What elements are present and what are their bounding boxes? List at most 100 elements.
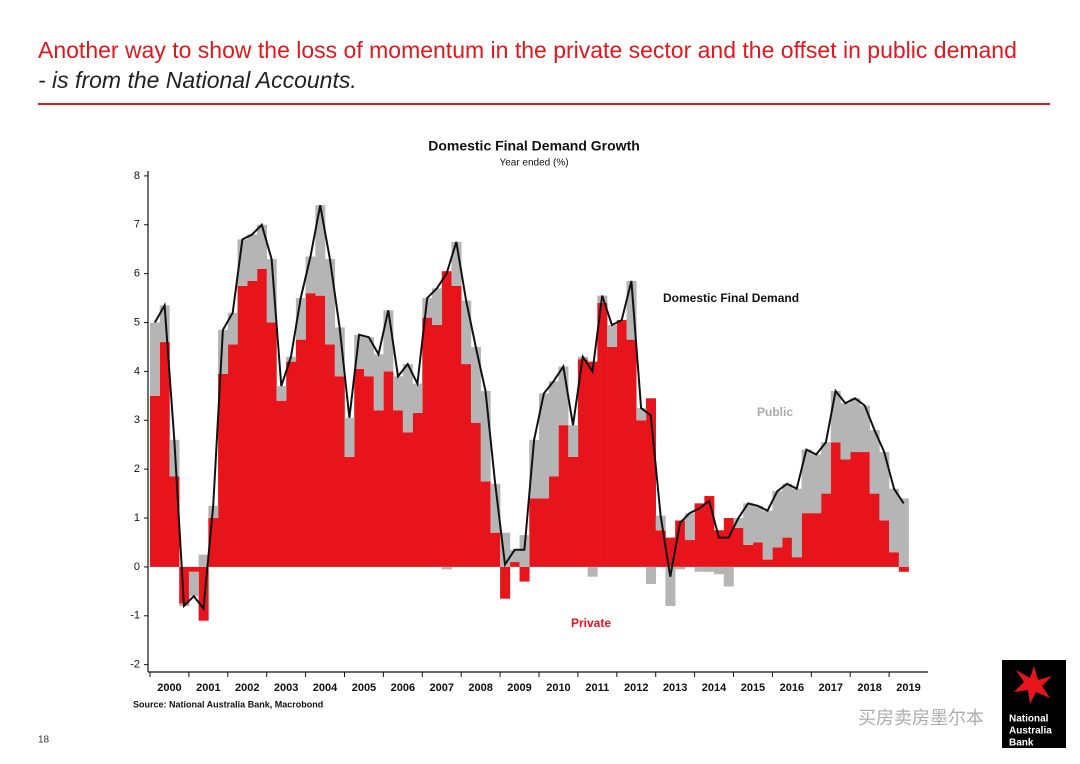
bar xyxy=(256,268,267,567)
x-tick-label: 2003 xyxy=(274,682,298,694)
bar xyxy=(334,376,345,567)
bar xyxy=(500,566,511,599)
bar xyxy=(295,298,306,340)
bar xyxy=(198,566,209,621)
bar xyxy=(480,390,491,482)
bar xyxy=(539,393,550,499)
page-number: 18 xyxy=(38,735,50,746)
bar xyxy=(198,554,209,567)
y-tick-label: -1 xyxy=(130,610,140,622)
bar xyxy=(490,483,501,533)
bar xyxy=(645,566,656,585)
bar xyxy=(558,425,569,567)
bar xyxy=(363,376,374,567)
bar xyxy=(879,452,890,521)
bar xyxy=(723,566,734,587)
bar xyxy=(412,412,423,567)
bar xyxy=(451,241,462,286)
y-tick-label: 4 xyxy=(134,365,140,377)
bar xyxy=(539,498,550,567)
bar xyxy=(432,288,443,325)
bar xyxy=(325,344,336,567)
bar xyxy=(684,513,695,541)
bar xyxy=(733,518,744,528)
bar xyxy=(898,566,909,572)
bar xyxy=(402,432,413,567)
bar xyxy=(276,386,287,401)
bar xyxy=(208,518,219,567)
logo-text: National xyxy=(1009,714,1049,725)
bar xyxy=(218,329,229,374)
bar xyxy=(859,452,870,567)
bar xyxy=(577,359,588,567)
series-label: Domestic Final Demand xyxy=(663,291,799,305)
bar xyxy=(636,408,647,421)
bar xyxy=(879,520,890,567)
y-tick-label: 0 xyxy=(134,561,140,573)
bar xyxy=(704,496,715,567)
bar xyxy=(150,322,161,396)
bar xyxy=(694,503,705,567)
bar xyxy=(315,205,326,296)
bar xyxy=(393,410,404,567)
bar xyxy=(519,535,530,567)
bar xyxy=(295,339,306,567)
bar xyxy=(266,322,277,567)
bar xyxy=(694,566,705,572)
x-tick-label: 2017 xyxy=(819,682,843,694)
bar xyxy=(704,566,715,572)
bar xyxy=(743,503,754,545)
y-tick-label: 8 xyxy=(134,170,140,182)
bar xyxy=(636,420,647,567)
bar xyxy=(587,566,598,577)
x-tick-label: 2013 xyxy=(663,682,687,694)
bar xyxy=(869,430,880,494)
y-tick-label: 2 xyxy=(134,463,140,475)
x-tick-label: 2011 xyxy=(585,682,609,694)
bar xyxy=(762,510,773,560)
x-tick-label: 2014 xyxy=(702,682,727,694)
bar xyxy=(607,346,618,567)
bar xyxy=(675,520,686,567)
bar xyxy=(791,488,802,558)
bar xyxy=(665,566,676,607)
bar xyxy=(393,376,404,411)
bar xyxy=(733,527,744,567)
series-label: Private xyxy=(571,616,611,630)
chart-source: Source: National Australia Bank, Macrobo… xyxy=(133,699,323,709)
x-tick-label: 2007 xyxy=(430,682,454,694)
bar xyxy=(626,339,637,567)
x-tick-label: 2005 xyxy=(352,682,376,694)
bar xyxy=(305,293,316,567)
bar xyxy=(325,258,336,345)
bar xyxy=(665,537,676,567)
bar xyxy=(529,498,540,567)
line xyxy=(154,205,905,612)
bar xyxy=(441,271,452,567)
bar xyxy=(840,459,851,567)
bar xyxy=(791,557,802,567)
y-tick-label: 3 xyxy=(134,414,140,426)
bar xyxy=(402,364,413,433)
x-tick-label: 2004 xyxy=(313,682,338,694)
bar xyxy=(373,354,384,411)
bar xyxy=(334,327,345,377)
bar xyxy=(286,361,297,567)
bar xyxy=(568,456,579,567)
bar xyxy=(315,295,326,567)
bar xyxy=(607,324,618,347)
bar xyxy=(762,559,773,567)
chart-title: Domestic Final Demand Growth xyxy=(428,138,640,154)
bar xyxy=(461,364,472,567)
bar xyxy=(509,562,520,567)
bar xyxy=(801,449,812,514)
bar xyxy=(811,513,822,567)
bar xyxy=(568,425,579,457)
bar xyxy=(597,302,608,567)
x-tick-label: 2001 xyxy=(196,682,220,694)
bar xyxy=(276,400,287,567)
y-tick-label: 5 xyxy=(134,316,140,328)
x-tick-label: 2008 xyxy=(468,682,492,694)
